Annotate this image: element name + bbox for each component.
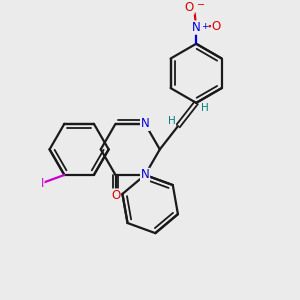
Text: N: N [141,117,149,130]
Text: H: H [201,103,209,113]
Text: −: − [197,0,205,10]
Text: O: O [185,1,194,14]
Text: O: O [111,189,120,202]
Text: H: H [168,116,176,126]
Text: I: I [40,176,44,190]
Text: N: N [141,169,149,182]
Text: N: N [192,21,200,34]
Text: O: O [212,20,221,33]
Text: +: + [201,22,208,32]
